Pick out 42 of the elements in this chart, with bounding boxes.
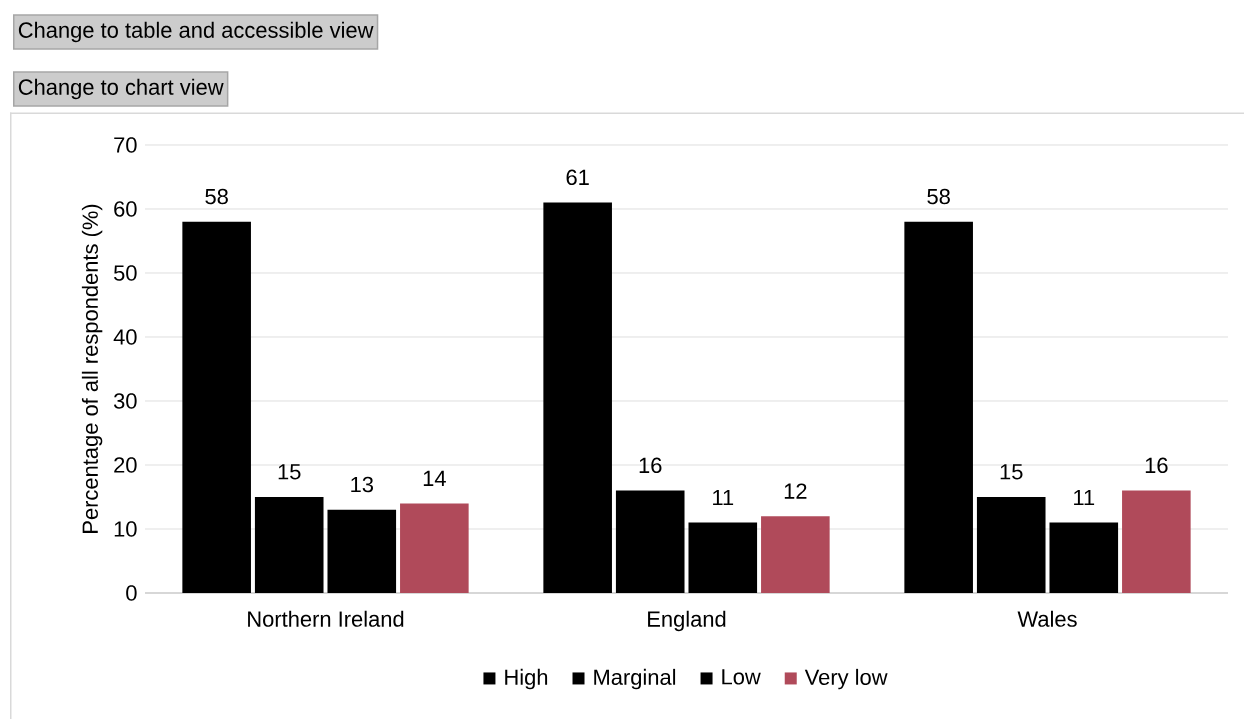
y-tick-label: 60 (114, 201, 137, 217)
bar (1122, 490, 1191, 593)
bar (904, 221, 973, 593)
bar (615, 490, 685, 593)
y-axis-title: Percentage of all respondents (%) (81, 204, 103, 533)
legend-label: High (505, 668, 548, 690)
bar (976, 497, 1046, 593)
legend-label: Very low (804, 668, 888, 690)
y-tick-label: 40 (113, 329, 137, 345)
legend-label: Low (722, 669, 761, 685)
bar (182, 221, 251, 593)
text: Change to chart view (18, 78, 224, 100)
bar (327, 509, 397, 593)
text: Change to table and accessible view (18, 21, 374, 43)
data-label: 58 (927, 188, 950, 205)
data-label: 16 (639, 457, 662, 474)
y-tick-label: 0 (126, 585, 137, 601)
data-label: 15 (1000, 464, 1023, 480)
x-tick-label: Wales (1017, 610, 1077, 627)
bar (543, 202, 612, 593)
data-label: 15 (278, 464, 301, 480)
bar (254, 497, 324, 593)
data-label: 16 (1145, 457, 1168, 474)
data-label: 11 (1074, 490, 1095, 506)
y-tick-label: 50 (113, 265, 137, 281)
x-tick-label: England (648, 610, 726, 632)
y-tick-label: 70 (114, 137, 137, 153)
y-tick-label: 10 (114, 521, 137, 537)
x-tick-label: Northern Ireland (248, 610, 404, 627)
y-tick-label: 30 (113, 393, 137, 409)
data-label: 61 (566, 169, 589, 186)
data-label: 58 (205, 188, 228, 205)
legend-label: Marginal (594, 668, 676, 690)
data-label: 11 (713, 490, 734, 506)
bar (761, 516, 830, 593)
data-label: 12 (784, 483, 807, 499)
bar (688, 522, 758, 593)
bar (1049, 522, 1119, 593)
data-label: 14 (423, 470, 446, 486)
y-tick-label: 20 (114, 457, 137, 473)
bar (400, 503, 469, 593)
data-label: 13 (351, 476, 374, 493)
